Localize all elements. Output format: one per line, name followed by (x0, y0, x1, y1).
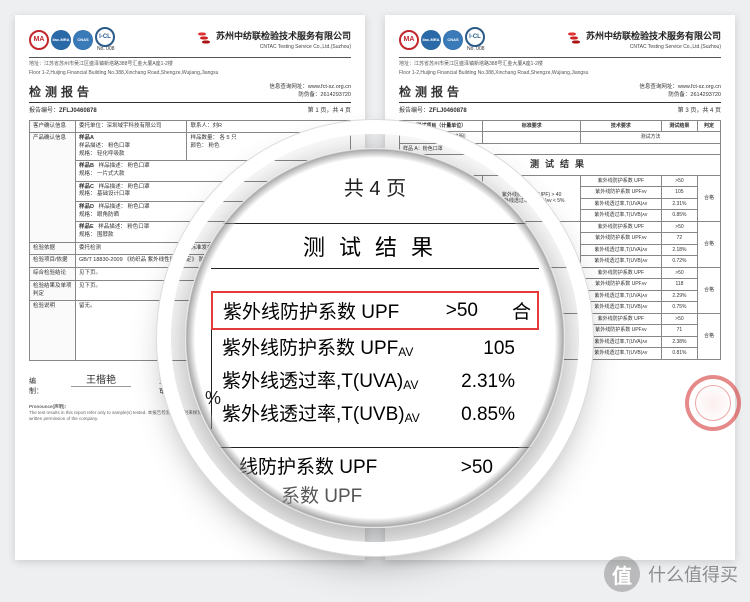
report-title: 检测报告 (29, 83, 93, 100)
report-title-2: 检测报告 (399, 83, 463, 100)
anticounterfeit-code: 2614293720 (320, 92, 351, 98)
page-header: MA ilac-MRA CNAS I-CL No. 008 苏州中纺联检验技术服… (29, 27, 351, 58)
ma-logo-2: MA (399, 30, 419, 50)
mag-bottom-group: 线防护系数 UPF >50 系数 UPF (211, 447, 539, 508)
hl-value: >50 (446, 300, 478, 322)
cnas-logo: CNAS (73, 30, 93, 50)
hl-key: 紫外线防护系数 UPF (223, 297, 399, 324)
page-indicator-right: 第 3 页，共 4 页 (678, 105, 721, 114)
address-line-2: Floor 1-2,Huijing Financial Building No.… (29, 70, 351, 77)
company-logo-icon-2 (564, 30, 582, 44)
highlighted-row: 紫外线防护系数 UPF >50 合 (211, 291, 539, 330)
cl-logo-2: I-CL (465, 27, 485, 47)
mag-row-3: 紫外线透过率,T(UVA)AV 2.31% (211, 363, 539, 396)
address-line-1: 地址：江苏省苏州市吴江区盛泽镇新塔路388号汇金大厦A座1-2楼 (29, 61, 351, 68)
cl-number: No. 008 (97, 47, 115, 53)
ilac-logo-2: ilac-MRA (421, 30, 441, 50)
page-indicator-left: 第 1 页，共 4 页 (308, 105, 351, 114)
mag-left-clip: % (205, 388, 221, 409)
cl-number-2: No. 008 (467, 47, 485, 53)
watermark-icon: 值 (604, 556, 640, 592)
query-label: 信息查询网址： (269, 84, 308, 90)
hl-judge: 合 (512, 297, 531, 324)
mag-row-4: 紫外线透过率,T(UVB)AV 0.85% (211, 396, 539, 429)
report-no: ZFLJ0460878 (59, 108, 97, 114)
company-logo-icon (194, 30, 212, 44)
sig-label-2: 主审： (159, 376, 173, 396)
company-name-en-2: CNTAC Testing Service Co.,Ltd.(Suzhou) (564, 44, 721, 50)
red-stamp-icon (685, 375, 741, 431)
anticounterfeit-label: 防伪备： (298, 92, 320, 98)
report-no-2: ZFLJ0460878 (429, 108, 467, 114)
company-name-en: CNTAC Testing Service Co.,Ltd.(Suzhou) (194, 44, 351, 50)
magnifier-lens: 共 4 页 测试结果 % 紫外线防护系数 UPF >50 合 紫外线防护系数 U… (185, 148, 565, 528)
mag-top-fragment: 共 4 页 (211, 172, 539, 201)
watermark-text: 什么值得买 (648, 561, 738, 587)
company-block: 苏州中纺联检验技术服务有限公司 CNTAC Testing Service Co… (194, 29, 351, 50)
query-url: www.fct-sz.org.cn (308, 84, 351, 90)
sig-label-1: 编制： (29, 376, 43, 396)
ilac-logo: ilac-MRA (51, 30, 71, 50)
watermark: 值 什么值得买 (604, 556, 738, 592)
report-no-label: 报告编号： (29, 108, 59, 114)
cl-logo: I-CL (95, 27, 115, 47)
cell: 客户确认信息 (30, 120, 76, 133)
ma-logo: MA (29, 30, 49, 50)
cnas-logo-2: CNAS (443, 30, 463, 50)
sig-name-1: 王楷艳 (71, 371, 131, 387)
company-name-cn-2: 苏州中纺联检验技术服务有限公司 (586, 31, 721, 41)
mag-section-title: 测试结果 (211, 223, 539, 269)
company-name-cn: 苏州中纺联检验技术服务有限公司 (216, 31, 351, 41)
accreditation-logos: MA ilac-MRA CNAS I-CL No. 008 (29, 27, 115, 53)
mag-row-2: 紫外线防护系数 UPFAV 105 (211, 330, 539, 363)
